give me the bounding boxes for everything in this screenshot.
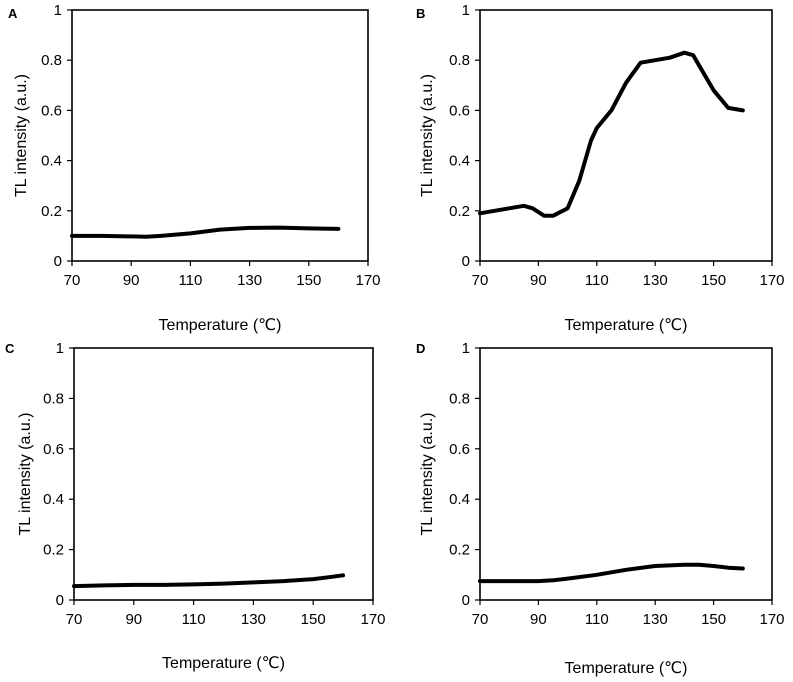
panel-letter: B [416, 6, 425, 21]
x-tick-label: 150 [701, 611, 726, 628]
series-line [478, 50, 745, 218]
y-axis-title: TL intensity (a.u.) [13, 74, 30, 197]
y-tick-label: 0.8 [449, 390, 470, 407]
y-tick-label: 0.8 [43, 390, 64, 407]
x-tick-label: 130 [237, 272, 262, 289]
y-tick-label: 0.4 [449, 491, 470, 508]
y-tick-label: 0.4 [43, 491, 64, 508]
y-axis-title: TL intensity (a.u.) [419, 74, 436, 197]
series-line [72, 573, 346, 589]
y-tick-label: 0 [462, 592, 470, 609]
panel-letter: A [8, 6, 18, 21]
y-tick-label: 0.2 [43, 542, 64, 559]
x-axis-title: Temperature (℃) [162, 655, 285, 672]
x-axis-title: Temperature (℃) [565, 317, 688, 334]
panel-d: D 70 90 110 130 150 170 0 0.2 0.4 0.6 0.8 1 Temperatu… [416, 340, 785, 677]
series-line [70, 225, 341, 239]
series-line [478, 562, 745, 584]
x-tick-label: 110 [585, 272, 609, 289]
y-tick-label: 0.6 [41, 102, 62, 119]
x-tick-label: 130 [643, 611, 668, 628]
x-tick-label: 70 [472, 611, 489, 628]
plot-frame [479, 347, 773, 601]
plot-frame [73, 347, 374, 601]
y-tick-label: 1 [56, 340, 64, 357]
x-tick-label: 90 [123, 272, 140, 289]
x-tick-label: 110 [585, 611, 609, 628]
y-tick-label: 0.6 [43, 441, 64, 458]
x-tick-label: 70 [66, 611, 83, 628]
x-tick-label: 110 [178, 272, 202, 289]
y-tick-label: 0.6 [449, 441, 470, 458]
y-tick-label: 0 [462, 253, 470, 270]
plot-frame [71, 9, 369, 262]
y-tick-label: 0.2 [41, 203, 62, 220]
y-tick-label: 0.4 [449, 153, 470, 170]
y-tick-label: 0.4 [41, 153, 62, 170]
x-axis-title: Temperature (℃) [565, 660, 688, 677]
x-tick-label: 110 [182, 611, 206, 628]
x-tick-label: 70 [64, 272, 81, 289]
y-tick-label: 0.2 [449, 203, 470, 220]
x-tick-label: 130 [241, 611, 266, 628]
panel-letter: C [5, 341, 15, 356]
y-tick-label: 0.2 [449, 542, 470, 559]
y-tick-label: 0.6 [449, 102, 470, 119]
y-tick-label: 1 [54, 2, 62, 19]
panel-letter: D [416, 341, 425, 356]
x-tick-label: 150 [701, 272, 726, 289]
y-tick-label: 0 [56, 592, 64, 609]
x-tick-label: 90 [530, 272, 547, 289]
plot-frame [479, 9, 773, 262]
x-tick-label: 90 [530, 611, 547, 628]
panel-b: B 70 90 110 130 150 170 0 0.2 0.4 0.6 0.8 1 Temperatu… [416, 2, 785, 334]
y-tick-label: 1 [462, 2, 470, 19]
y-tick-label: 1 [462, 340, 470, 357]
x-tick-label: 130 [643, 272, 668, 289]
x-tick-label: 150 [301, 611, 326, 628]
x-tick-label: 170 [759, 272, 784, 289]
x-axis-title: Temperature (℃) [159, 317, 282, 334]
panel-a: A 70 90 110 130 150 170 0 0.2 0.4 0.6 0.8 1 Temperatu… [8, 2, 381, 334]
y-tick-label: 0.8 [41, 52, 62, 69]
y-tick-label: 0 [54, 253, 62, 270]
x-tick-label: 70 [472, 272, 489, 289]
x-tick-label: 170 [355, 272, 380, 289]
y-axis-title: TL intensity (a.u.) [419, 412, 436, 535]
y-tick-label: 0.8 [449, 52, 470, 69]
x-tick-label: 150 [296, 272, 321, 289]
panel-c: C 70 90 110 130 150 170 0 0.2 0.4 0.6 0.8 1 Temperatu… [5, 340, 386, 672]
x-tick-label: 170 [360, 611, 385, 628]
x-tick-label: 90 [125, 611, 142, 628]
y-axis-title: TL intensity (a.u.) [17, 412, 34, 535]
x-tick-label: 170 [759, 611, 784, 628]
